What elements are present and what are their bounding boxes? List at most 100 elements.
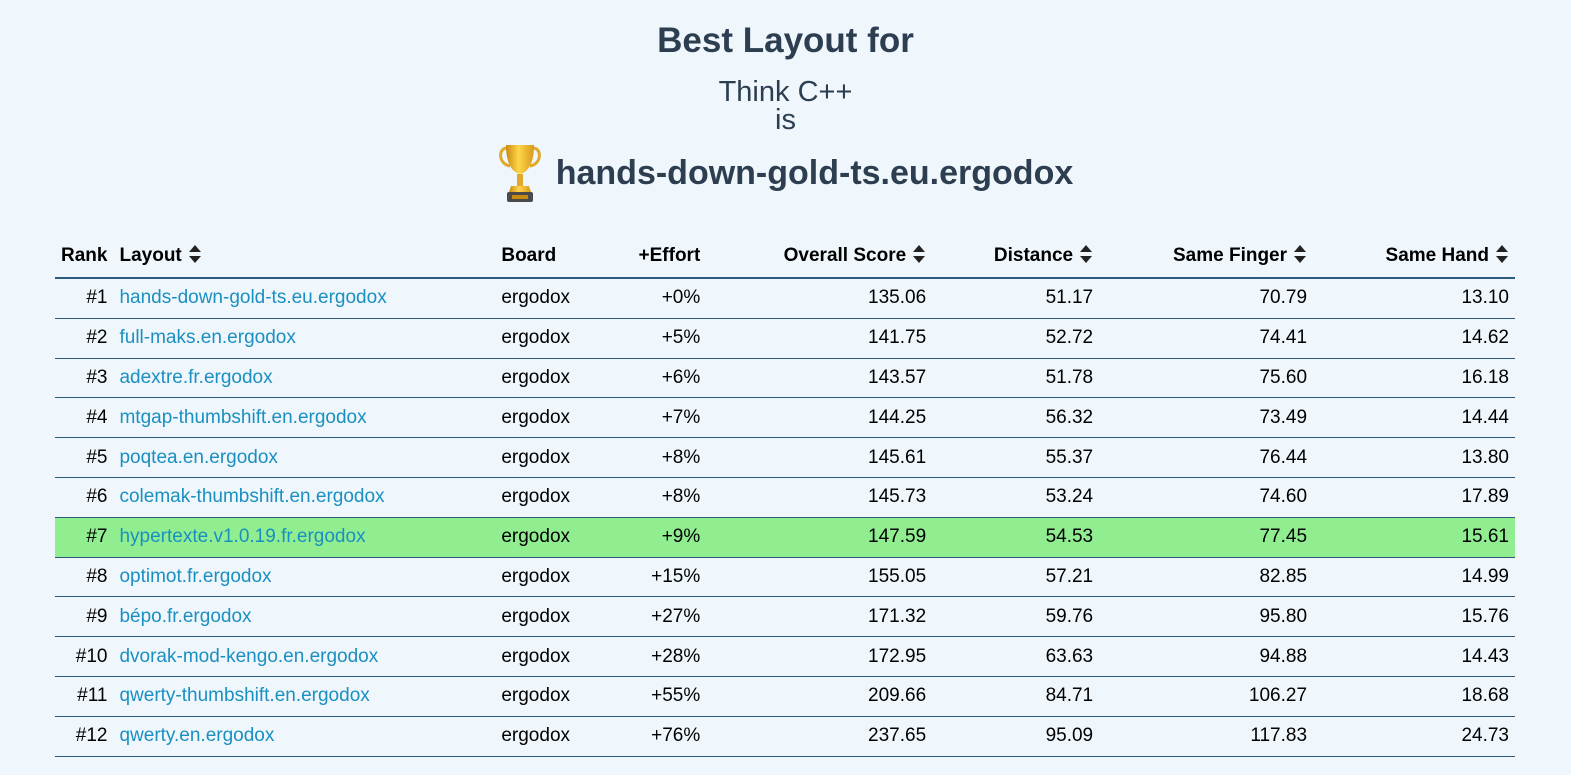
overall-score-cell: 145.61 (706, 437, 933, 478)
table-row: #4 mtgap-thumbshift.en.ergodox ergodox +7% 1… (55, 397, 1515, 439)
board-cell: ergodox (495, 437, 594, 478)
layout-cell: qwerty.en.ergodox (113, 716, 496, 757)
layout-cell: full-maks.en.ergodox (113, 318, 496, 359)
board-cell: ergodox (495, 676, 594, 717)
overall-score-cell: 143.57 (706, 358, 933, 399)
overall-score-cell: 135.06 (706, 278, 933, 319)
column-header-label: Layout (119, 244, 182, 266)
layout-link[interactable]: hypertexte.v1.0.19.fr.ergodox (119, 526, 366, 548)
distance-cell: 57.21 (932, 557, 1100, 598)
distance-cell: 51.17 (932, 278, 1100, 319)
same-hand-cell: 14.62 (1313, 318, 1515, 359)
winner-banner: hands-down-gold-ts.eu.ergodox (0, 138, 1571, 208)
layout-link[interactable]: hands-down-gold-ts.eu.ergodox (119, 287, 387, 309)
layout-cell: hands-down-gold-ts.eu.ergodox (113, 278, 496, 319)
same-finger-cell: 106.27 (1099, 676, 1314, 717)
same-finger-cell: 74.41 (1099, 318, 1314, 359)
rank-cell: #8 (55, 557, 114, 598)
rank-cell: #1 (55, 278, 114, 319)
column-header-layout[interactable]: Layout (113, 234, 496, 279)
same-hand-cell: 18.68 (1313, 676, 1515, 717)
overall-score-cell: 237.65 (706, 716, 933, 757)
layout-link[interactable]: bépo.fr.ergodox (119, 605, 252, 627)
overall-score-cell: 171.32 (706, 596, 933, 638)
same-finger-cell: 77.45 (1099, 517, 1314, 558)
winner-layout-name: hands-down-gold-ts.eu.ergodox (555, 154, 1074, 192)
overall-score-cell: 145.73 (706, 477, 933, 518)
layout-link[interactable]: optimot.fr.ergodox (119, 565, 272, 587)
layout-link[interactable]: poqtea.en.ergodox (119, 446, 278, 468)
effort-cell: +0% (593, 278, 707, 319)
layout-link[interactable]: mtgap-thumbshift.en.ergodox (119, 406, 367, 428)
effort-cell: +5% (593, 318, 707, 359)
distance-cell: 53.24 (932, 477, 1100, 518)
column-header-label: Overall Score (783, 244, 907, 266)
sort-updown-icon[interactable] (1079, 244, 1093, 264)
table-row: #8 optimot.fr.ergodox ergodox +15% 155.05 57.… (55, 557, 1515, 598)
layout-link[interactable]: qwerty.en.ergodox (119, 725, 275, 747)
sort-updown-icon[interactable] (1293, 244, 1307, 264)
table-row: #1 hands-down-gold-ts.eu.ergodox ergodox +0… (55, 278, 1515, 319)
column-header-overall-score[interactable]: Overall Score (706, 234, 933, 279)
table-row: #2 full-maks.en.ergodox ergodox +5% 141.75 52… (55, 318, 1515, 359)
same-hand-cell: 13.80 (1313, 437, 1515, 478)
layout-cell: hypertexte.v1.0.19.fr.ergodox (113, 517, 496, 558)
same-hand-cell: 13.10 (1313, 278, 1515, 319)
column-header-same-finger[interactable]: Same Finger (1099, 234, 1314, 279)
effort-cell: +27% (593, 596, 707, 638)
layout-link[interactable]: full-maks.en.ergodox (119, 327, 296, 349)
overall-score-cell: 147.59 (706, 517, 933, 558)
same-hand-cell: 24.73 (1313, 716, 1515, 757)
effort-cell: +15% (593, 557, 707, 598)
column-header-effort: +Effort (593, 234, 707, 279)
corpus-name: Think C++ (718, 76, 853, 108)
sort-updown-icon[interactable] (912, 244, 926, 264)
same-finger-cell: 73.49 (1099, 397, 1314, 439)
layout-cell: dvorak-mod-kengo.en.ergodox (113, 636, 496, 677)
column-header-board: Board (495, 234, 594, 279)
board-cell: ergodox (495, 358, 594, 399)
page-header: Best Layout for Think C++ is (0, 0, 1571, 208)
distance-cell: 54.53 (932, 517, 1100, 558)
layout-link[interactable]: qwerty-thumbshift.en.ergodox (119, 685, 370, 707)
distance-cell: 55.37 (932, 437, 1100, 478)
overall-score-cell: 209.66 (706, 676, 933, 717)
column-header-distance[interactable]: Distance (932, 234, 1100, 279)
table-row: #11 qwerty-thumbshift.en.ergodox ergodox +5… (55, 676, 1515, 717)
same-finger-cell: 74.60 (1099, 477, 1314, 518)
same-finger-cell: 82.85 (1099, 557, 1314, 598)
sort-updown-icon[interactable] (188, 244, 202, 264)
layout-cell: poqtea.en.ergodox (113, 437, 496, 478)
board-cell: ergodox (495, 557, 594, 598)
same-hand-cell: 14.99 (1313, 557, 1515, 598)
same-finger-cell: 95.80 (1099, 596, 1314, 638)
effort-cell: +55% (593, 676, 707, 717)
table-row: #12 qwerty.en.ergodox ergodox +76% 237.65 95.… (55, 716, 1515, 757)
distance-cell: 95.09 (932, 716, 1100, 757)
table-header: Rank Layout Board +Effort Overall Score … (55, 234, 1515, 279)
board-cell: ergodox (495, 596, 594, 638)
layout-cell: mtgap-thumbshift.en.ergodox (113, 397, 496, 439)
layout-cell: bépo.fr.ergodox (113, 596, 496, 638)
distance-cell: 56.32 (932, 397, 1100, 439)
effort-cell: +8% (593, 477, 707, 518)
overall-score-cell: 172.95 (706, 636, 933, 677)
same-finger-cell: 70.79 (1099, 278, 1314, 319)
board-cell: ergodox (495, 477, 594, 518)
sort-updown-icon[interactable] (1495, 244, 1509, 264)
same-finger-cell: 75.60 (1099, 358, 1314, 399)
layout-link[interactable]: colemak-thumbshift.en.ergodox (119, 486, 385, 508)
board-cell: ergodox (495, 318, 594, 359)
layout-cell: adextre.fr.ergodox (113, 358, 496, 399)
rank-cell: #10 (55, 636, 114, 677)
same-finger-cell: 94.88 (1099, 636, 1314, 677)
layout-link[interactable]: dvorak-mod-kengo.en.ergodox (119, 645, 379, 667)
effort-cell: +9% (593, 517, 707, 558)
column-header-same-hand[interactable]: Same Hand (1313, 234, 1515, 279)
trophy-icon (498, 142, 542, 204)
column-header-label: Distance (993, 244, 1074, 266)
layout-link[interactable]: adextre.fr.ergodox (119, 366, 273, 388)
column-header-label: Same Finger (1172, 244, 1288, 266)
overall-score-cell: 155.05 (706, 557, 933, 598)
overall-score-cell: 141.75 (706, 318, 933, 359)
